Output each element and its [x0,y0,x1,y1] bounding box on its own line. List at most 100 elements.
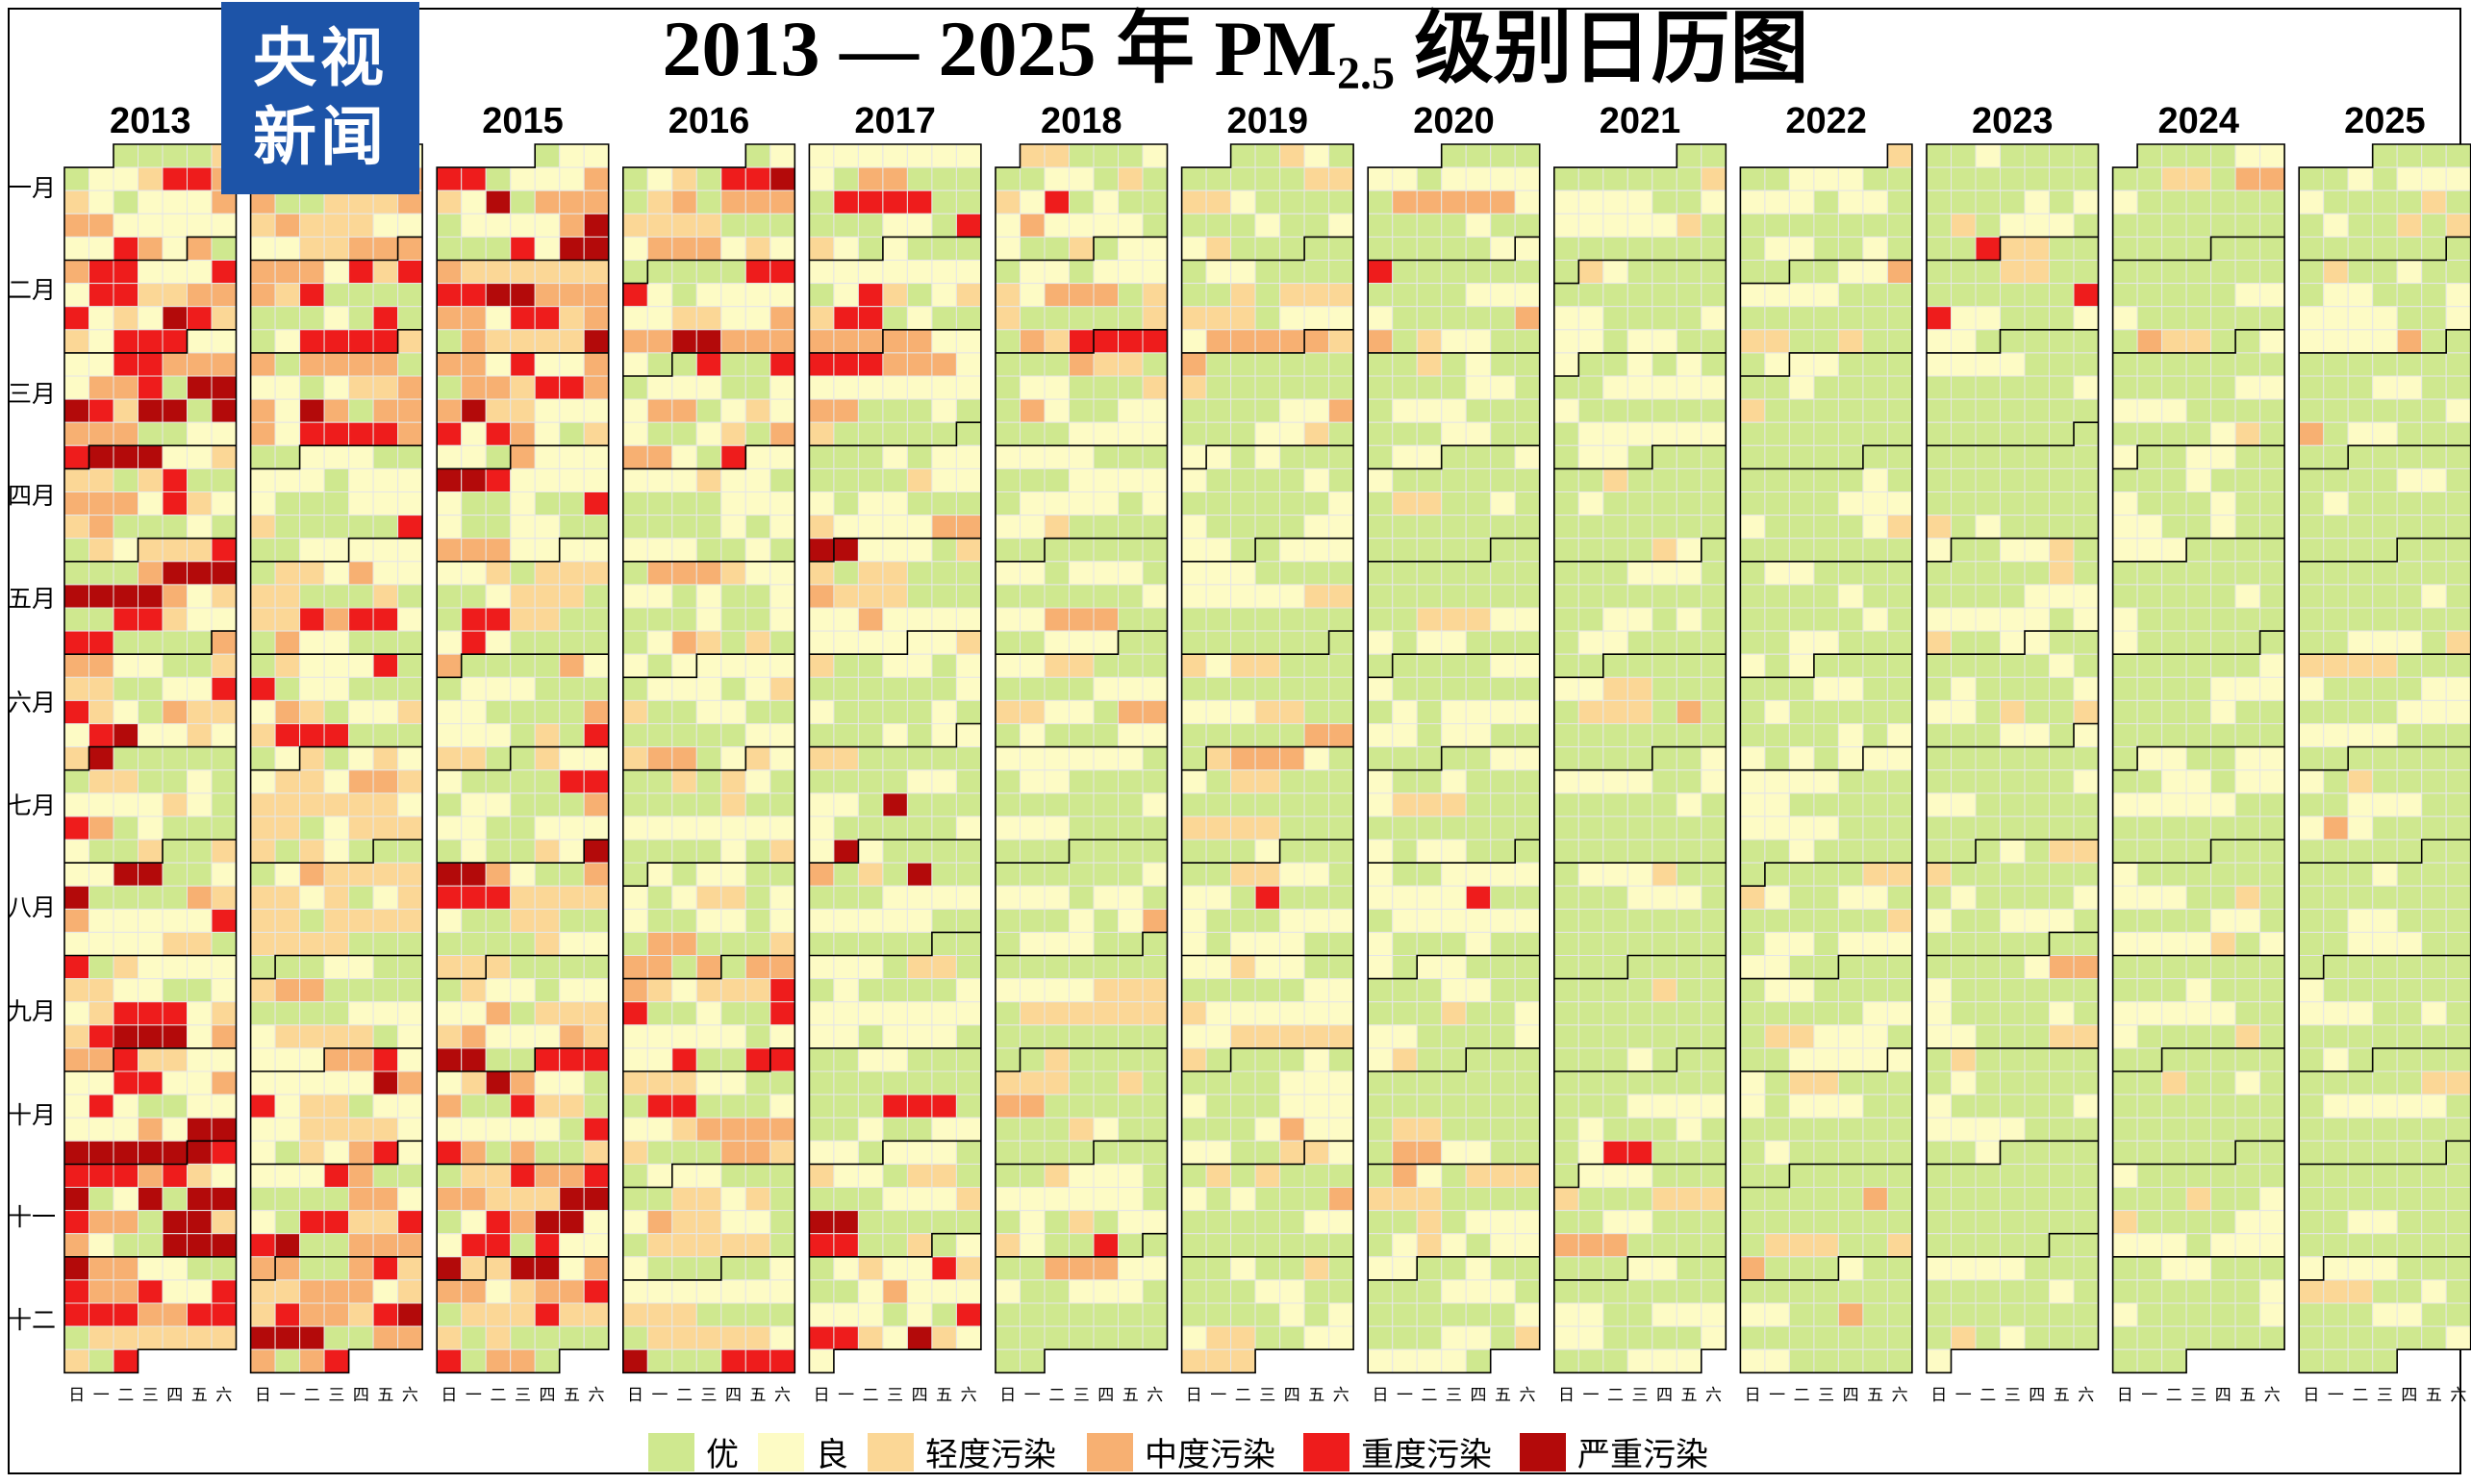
day-cell [461,1070,487,1095]
day-cell [2073,189,2099,214]
day-cell [2259,699,2285,725]
day-cell [2136,862,2163,887]
day-cell [2161,584,2187,609]
day-cell [1465,676,1492,701]
day-cell [583,955,610,980]
day-cell [1020,515,1046,540]
day-cell [2049,723,2075,748]
day-cell [882,908,908,933]
day-cell [1788,769,1815,794]
weekday-label: 日 [68,1386,85,1405]
day-cell [2372,236,2398,261]
day-cell [485,1140,512,1165]
day-cell [1813,792,1839,817]
day-cell [1837,584,1864,609]
day-cell [1465,1047,1492,1072]
day-cell [1279,352,1305,377]
day-cell [2136,1024,2163,1049]
day-cell [1020,1117,1046,1142]
day-cell [1069,607,1095,632]
day-cell [931,1024,957,1049]
day-cell [1788,515,1815,540]
day-cell [1392,329,1418,354]
weekday-label: 四 [2029,1386,2045,1405]
day-cell [1181,306,1207,331]
day-cell [1254,676,1281,701]
day-cell [1069,1047,1095,1072]
day-cell [1118,1256,1144,1281]
day-cell [1465,931,1492,957]
day-cell [931,561,957,586]
day-cell [583,283,610,308]
day-cell [1465,978,1492,1003]
day-cell [2372,283,2398,308]
day-cell [2049,1117,2075,1142]
month-boundary [250,1256,423,1281]
day-cell [857,723,884,748]
day-cell [510,1325,536,1350]
weekday-label: 五 [1308,1386,1324,1405]
day-cell [2073,491,2099,516]
day-cell [2421,260,2447,285]
day-cell [1069,515,1095,540]
day-cell [808,676,835,701]
day-cell [2372,189,2398,214]
day-cell [2136,1187,2163,1212]
day-cell [1862,421,1888,446]
day-cell [1626,1187,1653,1212]
day-cell [372,746,399,771]
day-cell [372,1163,399,1189]
day-cell [2234,306,2261,331]
day-cell [274,699,301,725]
day-cell [348,723,374,748]
day-cell [931,1279,957,1304]
day-cell [559,653,585,678]
day-cell [559,1001,585,1026]
day-cell [1279,467,1305,492]
day-cell [1205,1001,1232,1026]
day-cell [1230,908,1256,933]
day-cell [2112,538,2138,563]
day-cell [1975,1233,2001,1258]
day-cell [2049,467,2075,492]
day-cell [622,398,648,423]
day-cell [436,746,463,771]
day-cell [63,955,89,980]
day-cell [2112,236,2138,261]
day-cell [1118,1047,1144,1072]
day-cell [1701,213,1727,238]
day-cell [1416,1210,1443,1235]
day-cell [162,1302,188,1327]
weekday-label: 日 [441,1386,457,1405]
day-cell [1837,283,1864,308]
day-cell [2445,630,2471,655]
day-cell [461,213,487,238]
day-cell [274,538,301,563]
day-cell [1044,375,1070,400]
day-cell [857,816,884,841]
day-cell [1676,746,1702,771]
day-cell [510,213,536,238]
day-cell [1069,166,1095,191]
day-cell [1254,1256,1281,1281]
day-cell [299,1187,325,1212]
day-cell [857,143,884,168]
day-cell [348,1302,374,1327]
day-cell [485,1024,512,1049]
day-cell [1837,1094,1864,1119]
day-cell [744,398,771,423]
month-boundary [1927,839,2099,864]
day-cell [1577,1117,1604,1142]
day-cell [646,1279,673,1304]
weekday-label: 一 [2141,1386,2157,1405]
day-cell [906,1094,933,1119]
day-cell [1044,931,1070,957]
day-cell [1626,723,1653,748]
day-cell [2000,723,2026,748]
day-cell [583,607,610,632]
day-cell [808,515,835,540]
day-cell [2136,653,2163,678]
day-cell [2445,1117,2471,1142]
day-cell [995,189,1021,214]
